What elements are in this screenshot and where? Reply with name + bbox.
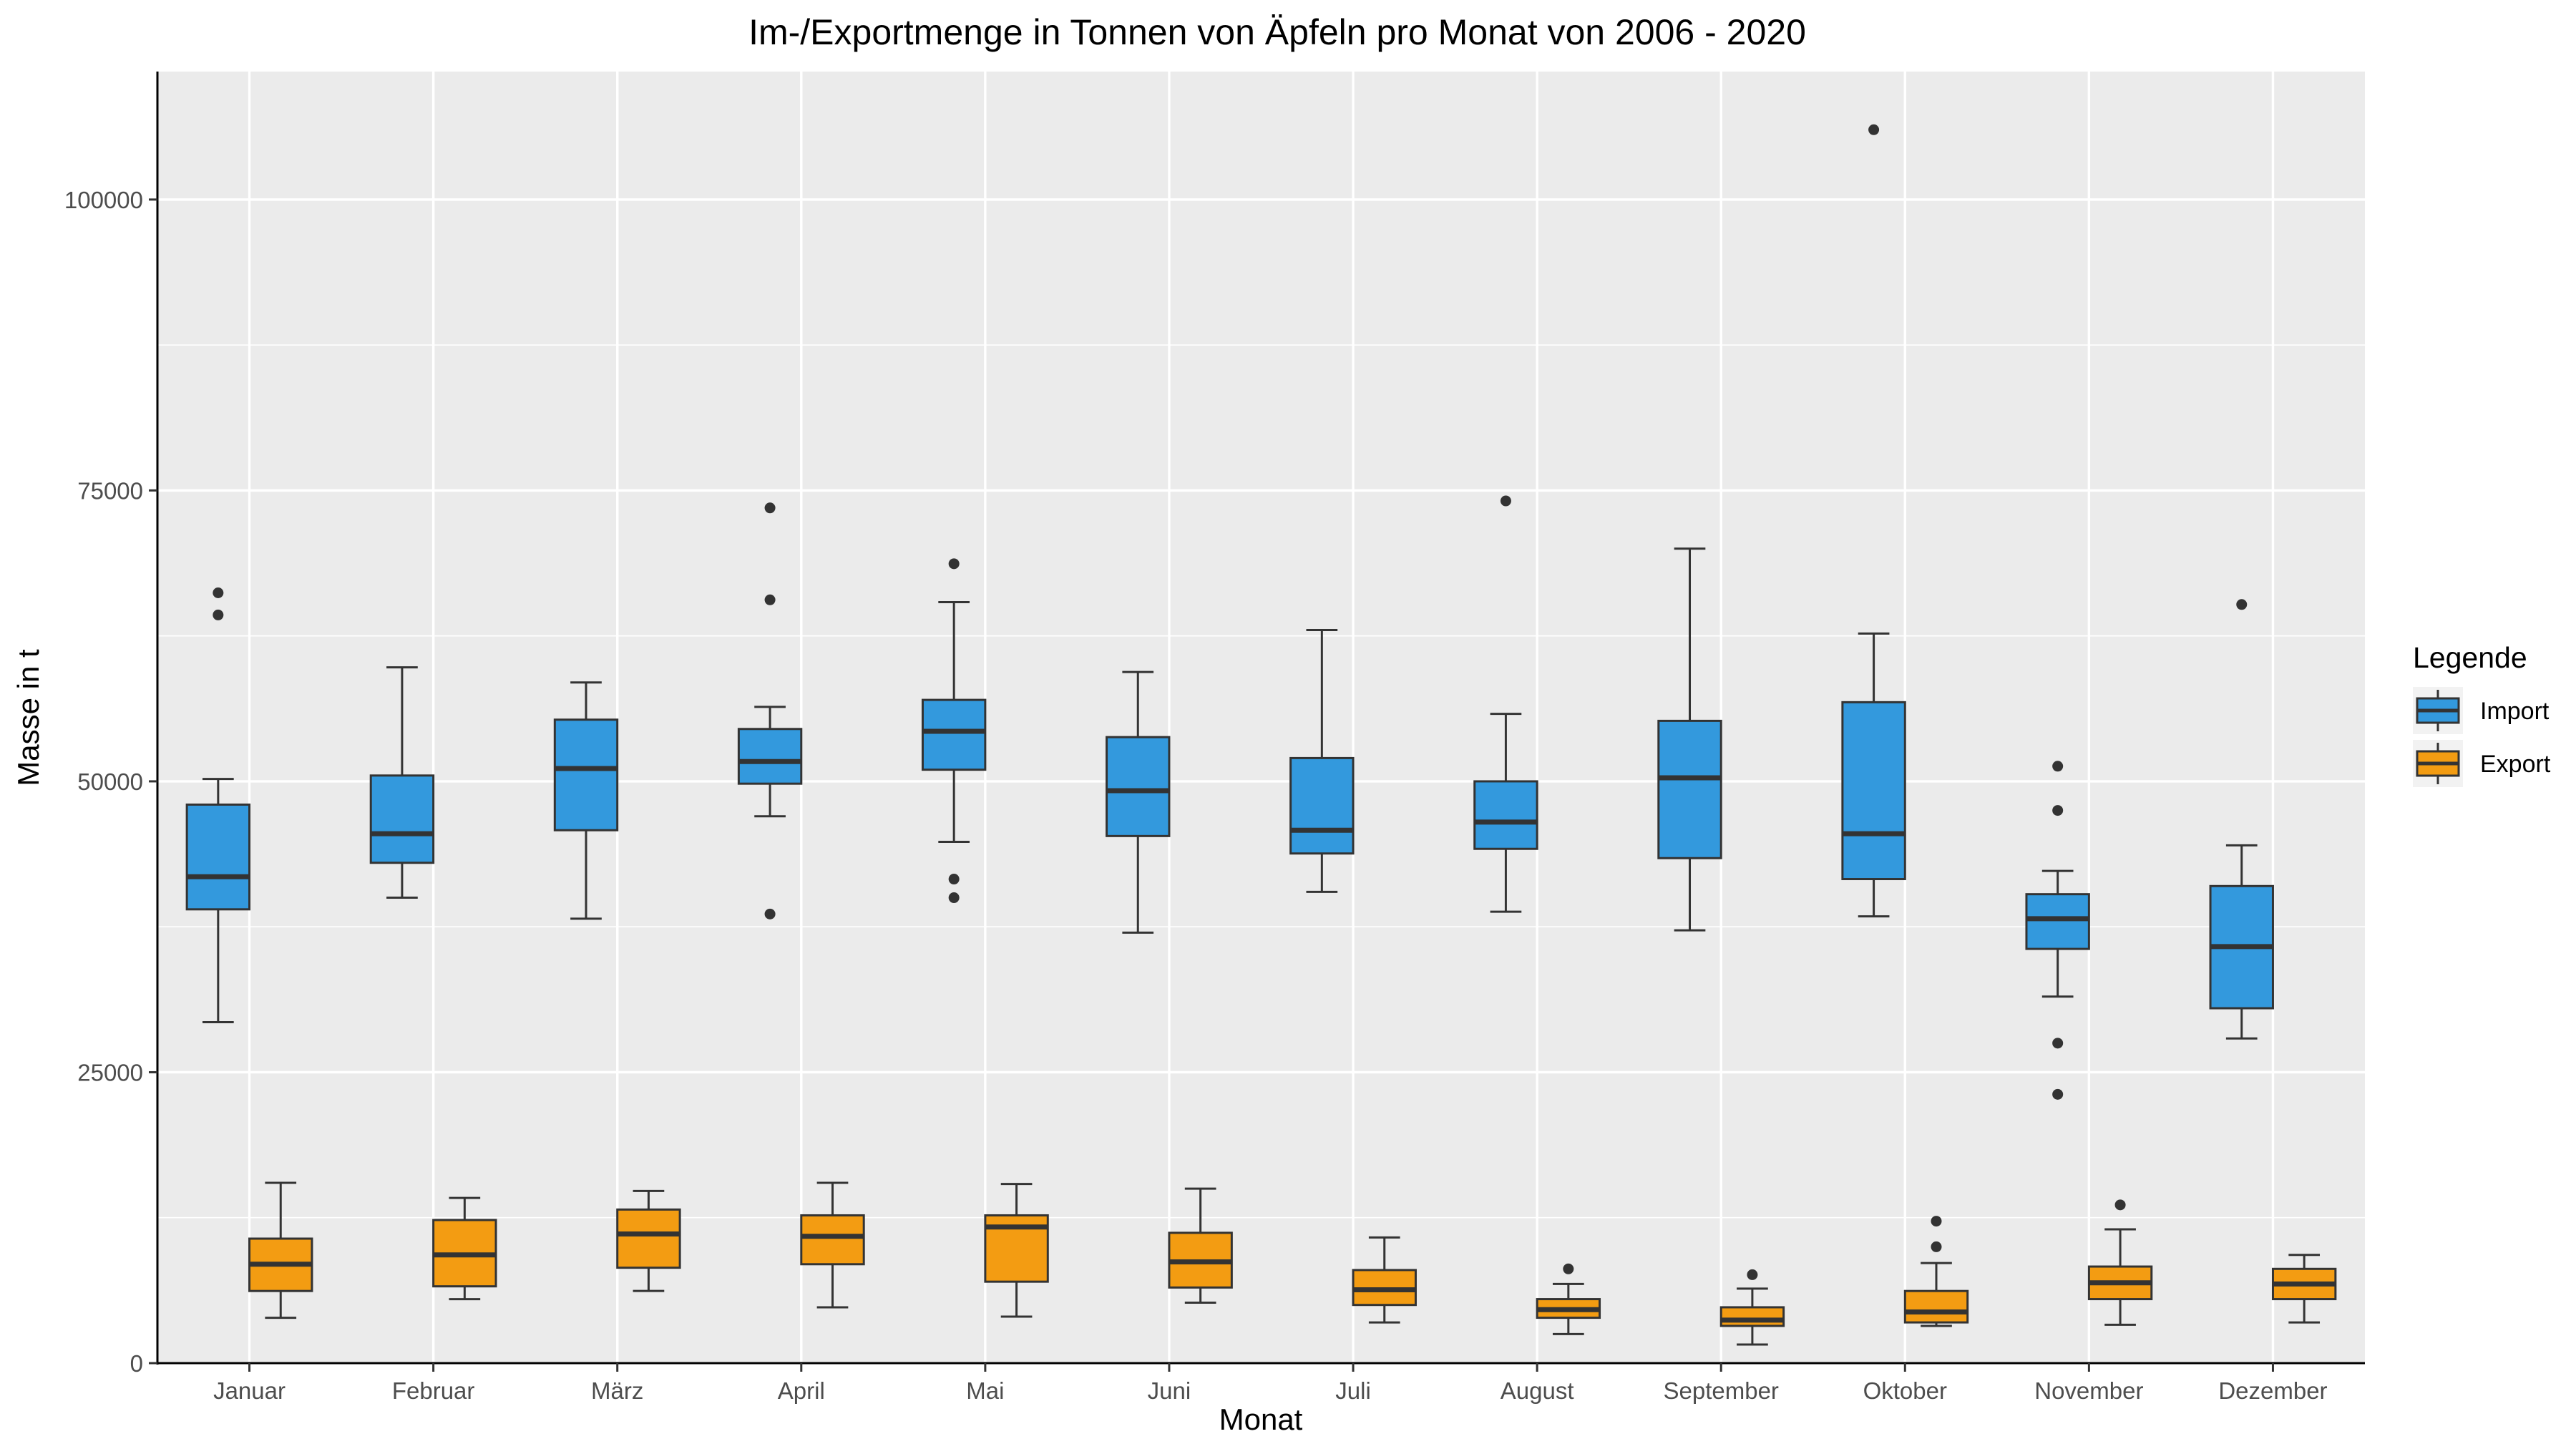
legend-items: Import Export [2413,687,2551,787]
outlier-point [2052,1038,2064,1049]
box-rect [1657,719,1722,859]
x-tick-label: November [2034,1377,2143,1404]
outlier-point [2114,1199,2126,1211]
box-rect [921,698,987,771]
chart-title: Im-/Exportmenge in Tonnen von Äpfeln pro… [748,12,1806,52]
box-export-7 [1536,1263,1601,1335]
outlier-point [2052,761,2064,772]
legend-item-import: Import [2413,687,2550,734]
box-rect [369,774,435,864]
box-export-10 [2087,1199,2153,1326]
box-export-6 [1352,1236,1417,1324]
x-tick-label: Februar [392,1377,475,1404]
box-import-7 [1473,495,1538,913]
box-rect [616,1208,681,1269]
plot-panel [157,72,2365,1363]
series-export [248,1181,2337,1346]
box-import-6 [1289,629,1355,893]
outlier-point [213,587,224,599]
box-import-1 [369,666,435,899]
grid-lines [157,72,2365,1365]
outlier-point [948,892,960,904]
x-tick-label: April [778,1377,825,1404]
box-export-3 [800,1181,865,1309]
legend: Legende Import Export [2413,641,2551,787]
outlier-point [2052,805,2064,816]
series-import [185,124,2274,1100]
box-import-2 [553,681,619,920]
box-import-5 [1106,670,1171,934]
box-import-11 [2209,599,2274,1040]
legend-item-export: Export [2413,740,2551,787]
x-tick-label: März [591,1377,643,1404]
outlier-point [1563,1263,1574,1274]
box-rect [185,803,251,911]
box-export-9 [1903,1216,1969,1327]
box-rect [800,1214,865,1266]
outlier-point [948,558,960,570]
box-rect [1473,780,1538,850]
x-axis-title: Monat [1219,1402,1303,1436]
box-rect [1903,1289,1969,1324]
x-tick-label: Dezember [2218,1377,2327,1404]
box-rect [737,728,803,785]
y-tick-label: 25000 [77,1059,143,1085]
box-layer [185,124,2337,1346]
box-rect [1106,736,1171,837]
outlier-point [764,908,776,919]
outlier-point [213,609,224,620]
box-rect [553,718,619,831]
box-export-8 [1719,1269,1785,1346]
box-export-4 [984,1183,1049,1318]
y-axis-title: Masse in t [11,649,45,786]
outlier-point [2236,599,2248,610]
x-tick-label: Januar [213,1377,286,1404]
x-tick-label: Mai [966,1377,1004,1404]
outlier-point [764,594,776,605]
outlier-point [1931,1241,1942,1252]
box-import-8 [1657,547,1722,932]
y-tick-label: 50000 [77,769,143,795]
box-import-10 [2025,761,2090,1100]
box-import-3 [737,502,803,919]
legend-label: Export [2480,751,2551,778]
y-tick-label: 0 [130,1350,143,1377]
outlier-point [1747,1269,1758,1280]
y-tick-label: 75000 [77,477,143,504]
outlier-point [2052,1088,2064,1100]
axes: 0 25000 50000 75000 100000 Januar Februar März A… [64,72,2365,1404]
legend-title: Legende [2413,641,2527,674]
box-import-9 [1841,124,1906,918]
outlier-point [1931,1216,1942,1227]
box-rect [1289,756,1355,855]
box-rect [1841,701,1906,881]
box-import-0 [185,587,251,1024]
box-export-5 [1168,1187,1233,1304]
x-tick-label: Oktober [1863,1377,1947,1404]
outlier-point [1500,495,1511,507]
outlier-point [764,502,776,514]
box-export-2 [616,1189,681,1292]
y-tick-label: 100000 [64,187,143,213]
box-rect [1719,1306,1785,1327]
outlier-point [948,874,960,885]
x-tick-label: Juli [1335,1377,1371,1404]
box-import-4 [921,558,987,904]
x-tick-label: Juni [1148,1377,1191,1404]
box-rect [2025,893,2090,950]
x-tick-label: September [1663,1377,1778,1404]
box-export-0 [248,1181,313,1319]
outlier-point [1868,124,1880,135]
box-export-11 [2271,1254,2337,1324]
x-tick-label: August [1501,1377,1574,1404]
box-export-1 [432,1196,497,1301]
legend-label: Import [2480,698,2550,725]
